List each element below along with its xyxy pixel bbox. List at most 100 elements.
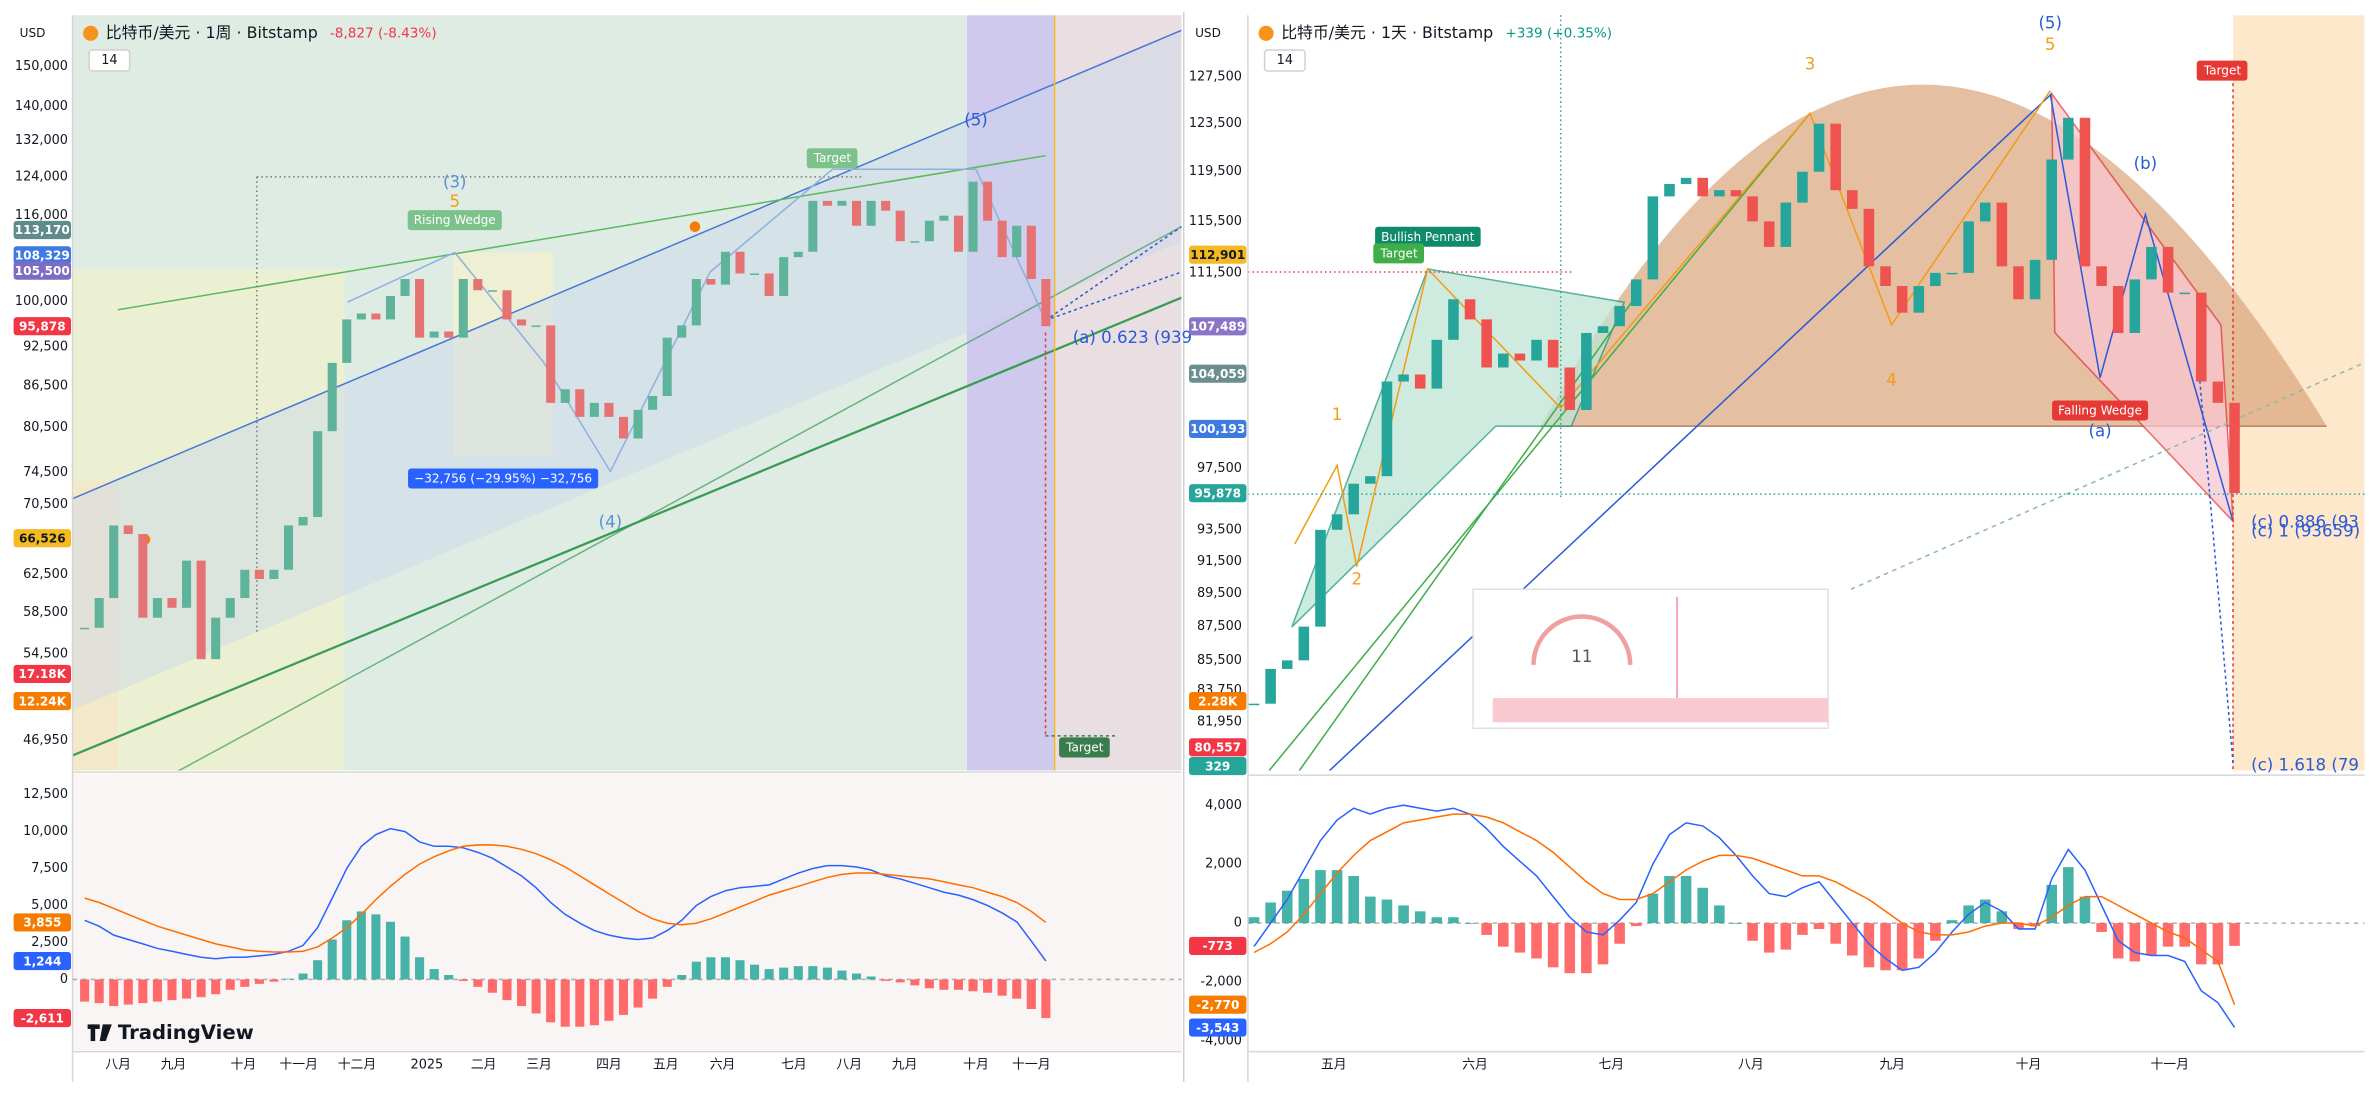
- macd-badge: [1189, 936, 1247, 955]
- y-tick-label: 46,950: [23, 733, 68, 748]
- macd-badge: [13, 1008, 72, 1028]
- price-badge-label: 105,500: [15, 264, 70, 278]
- macd-histogram-bar: [1996, 911, 2008, 924]
- candle: [298, 516, 308, 526]
- candle: [808, 200, 818, 252]
- candle: [1896, 286, 1908, 313]
- annotation: 5: [449, 192, 460, 211]
- macd-badge: [1189, 1018, 1247, 1037]
- price-badge: [13, 220, 72, 240]
- y-tick-label: 150,000: [15, 59, 68, 74]
- candle: [706, 279, 716, 285]
- candle: [1913, 286, 1925, 313]
- y-tick-label: 58,500: [23, 605, 68, 620]
- macd-histogram-bar: [575, 979, 585, 1027]
- macd-histogram-bar: [633, 979, 643, 1008]
- x-tick-label: 二月: [471, 1058, 497, 1073]
- chart-title: 比特币/美元 · 1天 · Bitstamp: [1281, 23, 1493, 42]
- candle: [458, 279, 468, 338]
- candle: [2212, 381, 2224, 403]
- y-tick-label: 54,500: [23, 646, 68, 661]
- candle: [429, 331, 439, 338]
- price-badge-label: 95,878: [1194, 486, 1241, 500]
- price-badge-label: 100,193: [1190, 422, 1245, 436]
- macd-histogram-bar: [94, 979, 104, 1004]
- candle: [415, 279, 425, 338]
- annotation: (3): [443, 172, 467, 191]
- x-tick-label: 十二月: [338, 1058, 376, 1073]
- candle: [1414, 374, 1426, 389]
- volume-badge-label: 17.18K: [19, 667, 67, 681]
- candle: [196, 560, 206, 660]
- candle: [750, 273, 760, 275]
- annotation: (c) 1.618 (79: [2251, 756, 2359, 775]
- macd-histogram-bar: [1248, 917, 1260, 924]
- macd-histogram-bar: [269, 979, 279, 982]
- candle: [167, 598, 177, 608]
- candle: [80, 627, 90, 630]
- macd-histogram-bar: [1614, 923, 1625, 944]
- candle: [1331, 514, 1343, 530]
- candle: [1448, 299, 1459, 340]
- candle: [1531, 339, 1542, 361]
- candle: [1647, 196, 1659, 280]
- macd-histogram-bar: [779, 967, 789, 980]
- candle: [1398, 374, 1409, 382]
- x-tick-label: 八月: [1738, 1058, 1764, 1073]
- macd-histogram-bar: [415, 957, 425, 980]
- candle: [531, 325, 541, 327]
- y-tick-label: 81,950: [1197, 715, 1242, 730]
- annotation: Target: [2203, 64, 2242, 78]
- macd-histogram-bar: [123, 979, 133, 1005]
- price-badge: [13, 246, 72, 265]
- macd-histogram-bar: [1647, 893, 1659, 924]
- price-badge-label: 108,329: [15, 249, 70, 263]
- annotation: (5): [2038, 14, 2062, 33]
- macd-histogram-bar: [1930, 923, 1941, 941]
- candle: [94, 598, 104, 628]
- macd-histogram-bar: [2229, 923, 2240, 946]
- y-tick-label: 80,500: [23, 420, 68, 435]
- macd-histogram-bar: [1381, 899, 1393, 924]
- x-tick-label: 三月: [526, 1058, 552, 1073]
- candle: [2129, 279, 2141, 333]
- macd-line: [84, 844, 1047, 953]
- candles: [1248, 117, 2240, 706]
- macd-histogram-bar: [1697, 887, 1709, 924]
- macd-histogram-bar: [618, 979, 629, 1015]
- candle: [1697, 177, 1709, 197]
- annotation: 1: [1332, 405, 1343, 424]
- candle: [939, 215, 949, 221]
- candle: [1664, 183, 1675, 197]
- candle: [1581, 332, 1592, 411]
- macd-histogram-bar: [1547, 923, 1559, 968]
- candle: [997, 220, 1007, 258]
- volume-badge-label: 2.28K: [1198, 694, 1238, 708]
- candle: [575, 389, 585, 417]
- symbol-icon: [1258, 25, 1274, 41]
- candle: [1880, 266, 1891, 287]
- candle: [837, 200, 847, 206]
- macd-tick-label: 0: [1234, 916, 1242, 931]
- annotation-box: [407, 210, 502, 231]
- macd-histogram-bar: [662, 979, 672, 987]
- price-badge-label: 112,901: [1190, 248, 1245, 262]
- macd-histogram-bar: [910, 979, 920, 986]
- price-change: +339 (+0.35%): [1505, 25, 1612, 41]
- macd-tick-label: 0: [60, 972, 68, 987]
- macd-badge-label: -773: [1203, 939, 1233, 953]
- macd-histogram-bar: [1514, 923, 1526, 953]
- candle: [1248, 703, 1260, 706]
- annotation-box: [1375, 226, 1481, 247]
- candle: [677, 325, 687, 338]
- annotation-box: [1059, 737, 1110, 758]
- candle: [356, 313, 366, 320]
- macd-histogram-bar: [1497, 923, 1509, 947]
- macd-histogram-bar: [211, 979, 221, 995]
- candle: [342, 319, 352, 363]
- macd-histogram-bar: [1041, 979, 1051, 1019]
- candle: [2013, 266, 2024, 300]
- macd-histogram-bar: [473, 979, 483, 987]
- x-tick-label: 九月: [892, 1058, 918, 1073]
- macd-histogram-bar: [1481, 923, 1492, 935]
